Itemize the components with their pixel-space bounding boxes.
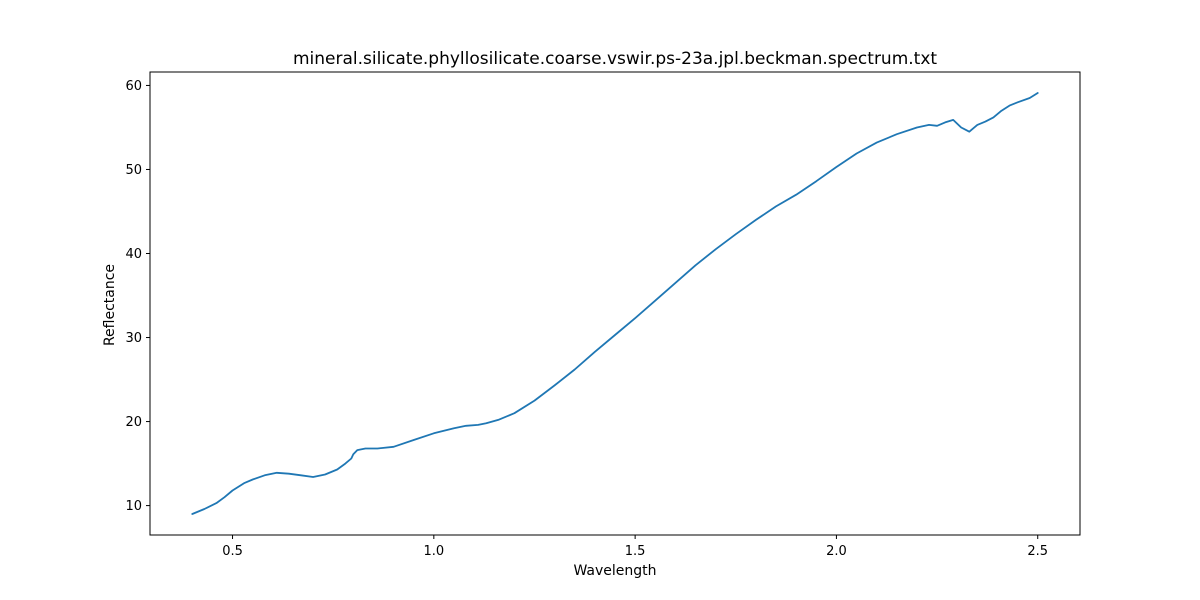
y-tick-label: 30 bbox=[125, 331, 142, 346]
x-tick-label: 0.5 bbox=[222, 544, 243, 559]
x-axis: 0.5 1.0 1.5 2.0 2.5 bbox=[222, 535, 1048, 559]
plot-area bbox=[191, 92, 1039, 515]
plot-frame bbox=[149, 71, 1081, 536]
x-tick-label: 2.5 bbox=[1027, 544, 1048, 559]
y-axis: 10 20 30 40 50 60 bbox=[125, 79, 150, 514]
y-tick-label: 60 bbox=[125, 79, 142, 94]
x-tick-label: 1.0 bbox=[423, 544, 444, 559]
x-tick-label: 2.0 bbox=[826, 544, 847, 559]
y-tick-label: 40 bbox=[125, 247, 142, 262]
y-axis-label: Reflectance bbox=[102, 264, 118, 346]
chart-title: mineral.silicate.phyllosilicate.coarse.v… bbox=[293, 49, 937, 69]
y-tick-label: 50 bbox=[125, 163, 142, 178]
y-tick-label: 20 bbox=[125, 415, 142, 430]
x-tick-label: 1.5 bbox=[625, 544, 646, 559]
x-axis-label: Wavelength bbox=[573, 563, 656, 579]
series-line-0 bbox=[191, 92, 1039, 515]
y-tick-label: 10 bbox=[125, 499, 142, 514]
